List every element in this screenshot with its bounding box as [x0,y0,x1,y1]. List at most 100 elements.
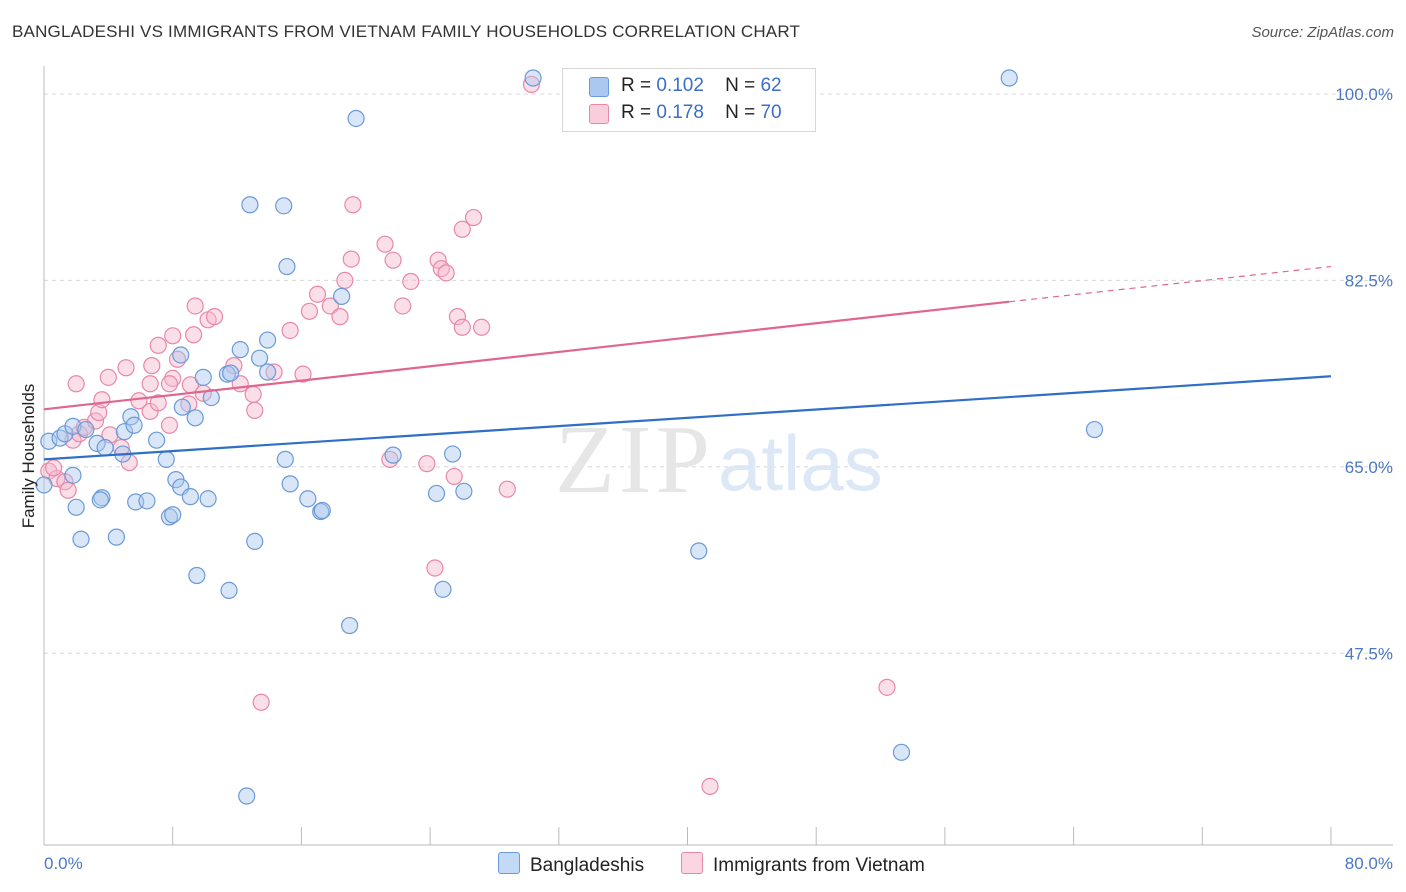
data-point[interactable] [199,490,217,508]
data-point[interactable] [238,787,256,805]
data-point[interactable] [72,530,90,548]
data-point[interactable] [241,196,259,214]
data-point[interactable] [246,401,264,419]
data-point[interactable] [455,482,473,500]
data-point[interactable] [321,297,339,315]
data-point[interactable] [252,693,270,711]
data-point[interactable] [160,375,179,393]
data-point[interactable] [141,375,159,393]
data-point[interactable] [402,272,420,291]
data-point[interactable] [294,365,312,383]
data-point[interactable] [96,439,114,457]
data-point[interactable] [164,327,182,345]
data-point[interactable] [67,375,85,393]
data-point[interactable] [347,109,365,128]
data-point[interactable] [99,368,117,386]
data-point[interactable] [231,341,249,359]
data-point[interactable] [91,491,109,509]
data-point[interactable] [160,416,179,434]
legend-item-vietnam[interactable]: Immigrants from Vietnam [681,852,925,877]
data-point[interactable] [384,251,402,269]
data-point[interactable] [115,423,134,441]
data-point[interactable] [464,208,483,227]
data-point[interactable] [376,235,394,253]
data-point[interactable] [67,498,85,516]
data-point[interactable] [427,484,446,503]
data-point[interactable] [331,308,349,326]
data-point[interactable] [125,416,143,434]
data-point[interactable] [275,197,293,215]
data-point[interactable] [35,476,53,494]
data-point[interactable] [250,349,269,367]
data-point[interactable] [437,264,455,282]
data-point[interactable] [426,559,444,577]
data-point[interactable] [342,250,360,268]
data-point[interactable] [101,426,119,444]
data-point[interactable] [434,580,452,598]
data-point[interactable] [281,321,299,340]
data-point[interactable] [220,581,238,599]
data-point[interactable] [185,326,203,344]
data-point[interactable] [205,308,224,326]
data-point[interactable] [164,369,182,388]
data-point[interactable] [40,432,58,450]
data-point[interactable] [281,475,299,493]
data-point[interactable] [244,385,262,403]
data-point[interactable] [90,403,108,422]
data-point[interactable] [333,287,351,305]
data-point[interactable] [64,417,82,435]
data-point[interactable] [164,506,182,524]
data-point[interactable] [130,392,148,410]
data-point[interactable] [344,196,362,214]
data-point[interactable] [384,446,402,464]
data-point[interactable] [149,394,167,412]
data-point[interactable] [892,743,911,761]
data-point[interactable] [93,391,111,409]
data-point[interactable] [453,220,471,238]
data-point[interactable] [300,302,319,320]
data-point[interactable] [186,409,204,427]
data-point[interactable] [265,363,283,381]
data-point[interactable] [313,501,331,520]
data-point[interactable] [77,420,95,439]
data-point[interactable] [1085,420,1104,439]
data-point[interactable] [259,331,277,349]
data-point[interactable] [173,398,191,416]
data-point[interactable] [472,318,491,336]
data-point[interactable] [107,528,125,546]
data-point[interactable] [64,466,82,484]
data-point[interactable] [172,346,190,364]
data-point[interactable] [278,257,296,276]
data-point[interactable] [453,318,471,336]
data-point[interactable] [701,777,719,796]
data-point[interactable] [59,481,77,499]
data-point[interactable] [341,616,359,635]
data-point[interactable] [445,467,463,486]
data-point[interactable] [1000,69,1018,87]
data-point[interactable] [498,480,516,498]
data-point[interactable] [138,492,156,510]
data-point[interactable] [522,75,541,93]
data-point[interactable] [690,542,708,560]
data-point[interactable] [45,459,63,477]
data-point[interactable] [117,359,135,377]
data-point[interactable] [276,450,294,468]
data-point[interactable] [308,285,327,303]
data-point[interactable] [143,357,161,375]
data-point[interactable] [88,434,106,452]
data-point[interactable] [418,455,436,473]
data-point[interactable] [246,532,264,550]
data-point[interactable] [448,308,467,326]
data-point[interactable] [299,490,317,508]
data-point[interactable] [222,364,240,382]
data-point[interactable] [259,363,277,381]
data-point[interactable] [157,450,175,468]
data-point[interactable] [181,488,199,506]
data-point[interactable] [149,336,167,354]
data-point[interactable] [188,566,206,585]
data-point[interactable] [444,445,462,463]
data-point[interactable] [194,368,212,386]
data-point[interactable] [394,297,412,315]
data-point[interactable] [148,431,166,449]
data-point[interactable] [186,297,204,315]
